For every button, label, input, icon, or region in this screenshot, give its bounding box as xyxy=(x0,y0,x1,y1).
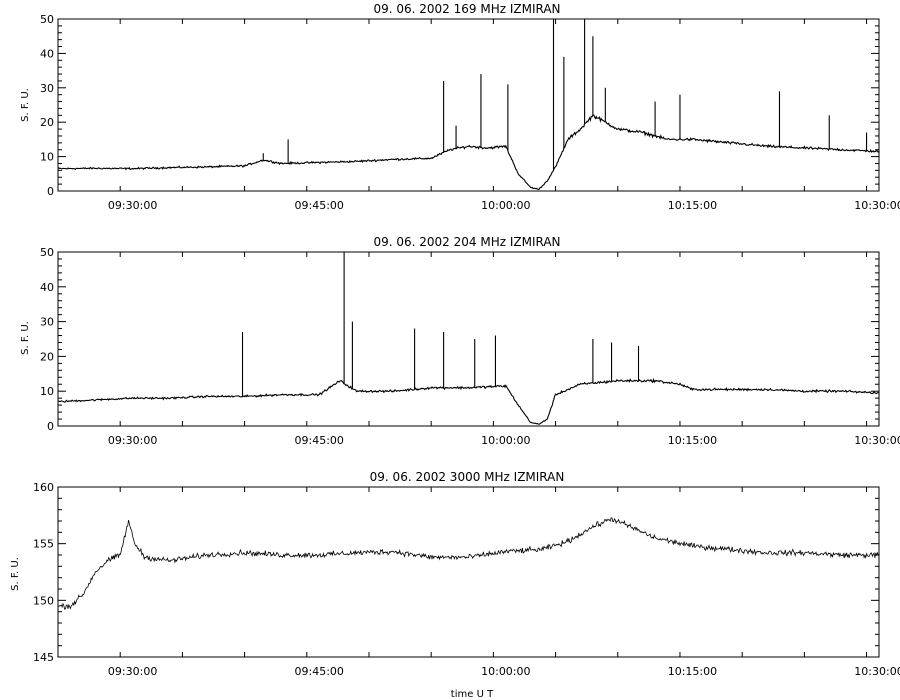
y-tick-label: 160 xyxy=(33,481,54,494)
x-tick-label: 10:15:00 xyxy=(668,199,717,212)
y-tick-label: 20 xyxy=(40,350,54,363)
x-tick-label: 09:30:00 xyxy=(108,434,157,447)
x-tick-label: 10:30:00 xyxy=(854,434,900,447)
x-tick-label: 10:30:00 xyxy=(854,665,900,678)
y-tick-label: 40 xyxy=(40,281,54,294)
y-tick-label: 10 xyxy=(40,385,54,398)
series-group xyxy=(57,517,880,610)
y-tick-label: 30 xyxy=(40,316,54,329)
series-line xyxy=(57,377,880,425)
x-tick-label: 10:15:00 xyxy=(668,665,717,678)
x-tick-label: 09:45:00 xyxy=(295,665,344,678)
y-axis-label: S. F. U. xyxy=(20,321,31,355)
series-line xyxy=(57,517,880,610)
y-tick-label: 150 xyxy=(33,594,54,607)
x-tick-labels: 09:30:00 09:45:00 10:00:00 10:15:00 10:3… xyxy=(108,665,900,678)
plot-frame xyxy=(57,18,880,192)
x-axis-label: time U T xyxy=(451,689,494,700)
y-tick-label: 40 xyxy=(40,47,54,60)
y-tick-label: 50 xyxy=(40,246,54,259)
x-tick-label: 09:45:00 xyxy=(295,199,344,212)
x-tick-label: 09:30:00 xyxy=(108,665,157,678)
y-tick-label: 50 xyxy=(40,13,54,26)
panel-3000mhz: 09. 06. 2002 3000 MHz IZMIRAN S. F. U. 1… xyxy=(10,470,900,700)
axis-ticks xyxy=(57,486,879,658)
panel-204mhz: 09. 06. 2002 204 MHz IZMIRAN S. F. U. 0 … xyxy=(20,235,900,447)
x-tick-labels: 09:30:00 09:45:00 10:00:00 10:15:00 10:3… xyxy=(108,434,900,447)
series-group xyxy=(57,252,880,425)
x-tick-label: 10:00:00 xyxy=(481,665,530,678)
x-tick-label: 10:00:00 xyxy=(481,199,530,212)
y-tick-labels: 145 150 155 160 xyxy=(33,481,54,664)
y-tick-label: 145 xyxy=(33,651,54,664)
x-tick-labels: 09:30:00 09:45:00 10:00:00 10:15:00 10:3… xyxy=(108,199,900,212)
plot-frame xyxy=(57,251,880,427)
x-tick-label: 10:15:00 xyxy=(668,434,717,447)
panel-title: 09. 06. 2002 204 MHz IZMIRAN xyxy=(373,235,560,249)
series-line xyxy=(57,114,880,190)
y-axis-label: S. F. U. xyxy=(10,557,21,591)
y-tick-label: 0 xyxy=(47,185,54,198)
x-tick-label: 10:00:00 xyxy=(481,434,530,447)
plot-frame xyxy=(57,486,880,658)
panel-169mhz: 09. 06. 2002 169 MHz IZMIRAN S. F. U. 0 … xyxy=(20,2,900,212)
y-tick-label: 0 xyxy=(47,420,54,433)
x-tick-label: 09:30:00 xyxy=(108,199,157,212)
y-tick-label: 155 xyxy=(33,538,54,551)
y-tick-labels: 0 10 20 30 40 50 xyxy=(40,246,54,433)
x-tick-label: 09:45:00 xyxy=(295,434,344,447)
x-tick-label: 10:30:00 xyxy=(854,199,900,212)
y-tick-label: 30 xyxy=(40,82,54,95)
axis-ticks xyxy=(57,18,879,192)
y-tick-labels: 0 10 20 30 40 50 xyxy=(40,13,54,198)
y-axis-label: S. F. U. xyxy=(20,88,31,122)
series-group xyxy=(57,19,880,190)
y-tick-label: 10 xyxy=(40,151,54,164)
y-tick-label: 20 xyxy=(40,116,54,129)
panel-title: 09. 06. 2002 169 MHz IZMIRAN xyxy=(373,2,560,16)
panel-title: 09. 06. 2002 3000 MHz IZMIRAN xyxy=(370,470,565,484)
